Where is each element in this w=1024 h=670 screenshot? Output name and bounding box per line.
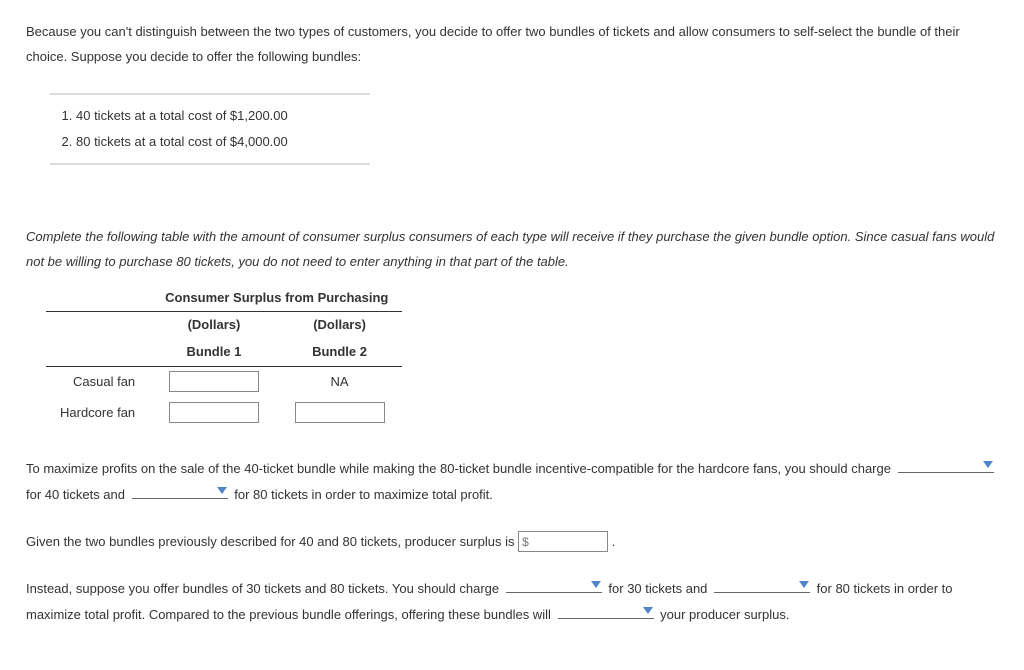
q2-post: . [612,534,616,549]
dropdown-80-price[interactable] [132,482,228,499]
dropdown-surplus-effect[interactable] [558,602,654,619]
bundle-list-box: 40 tickets at a total cost of $1,200.00 … [50,93,370,165]
consumer-surplus-table: Consumer Surplus from Purchasing (Dollar… [46,285,402,428]
bundle-item-1: 40 tickets at a total cost of $1,200.00 [76,103,370,129]
input-hardcore-bundle1[interactable] [169,402,259,423]
q1-post: for 80 tickets in order to maximize tota… [234,487,493,502]
col-header-1: Bundle 1 [151,339,277,366]
col-header-2: Bundle 2 [277,339,403,366]
q3-mid1: for 30 tickets and [608,581,707,596]
row-label-hardcore: Hardcore fan [46,398,151,429]
col-unit-1: (Dollars) [151,312,277,339]
dropdown-30-price[interactable] [506,576,602,593]
question-1: To maximize profits on the sale of the 4… [26,456,998,507]
col-unit-2: (Dollars) [277,312,403,339]
q1-mid: for 40 tickets and [26,487,125,502]
table-instructions: Complete the following table with the am… [26,225,998,274]
input-casual-bundle1[interactable] [169,371,259,392]
q3-pre: Instead, suppose you offer bundles of 30… [26,581,499,596]
cell-casual-bundle2-na: NA [277,366,403,397]
question-3: Instead, suppose you offer bundles of 30… [26,576,998,627]
row-label-casual: Casual fan [46,366,151,397]
table-title: Consumer Surplus from Purchasing [151,285,402,312]
q3-post: your producer surplus. [660,607,789,622]
dropdown-40-price[interactable] [898,456,994,473]
question-2: Given the two bundles previously describ… [26,530,998,555]
input-producer-surplus[interactable] [518,531,608,552]
dropdown-80-price-alt[interactable] [714,576,810,593]
intro-paragraph: Because you can't distinguish between th… [26,20,998,69]
bundle-item-2: 80 tickets at a total cost of $4,000.00 [76,129,370,155]
q1-pre: To maximize profits on the sale of the 4… [26,461,891,476]
q2-pre: Given the two bundles previously describ… [26,534,514,549]
input-hardcore-bundle2[interactable] [295,402,385,423]
